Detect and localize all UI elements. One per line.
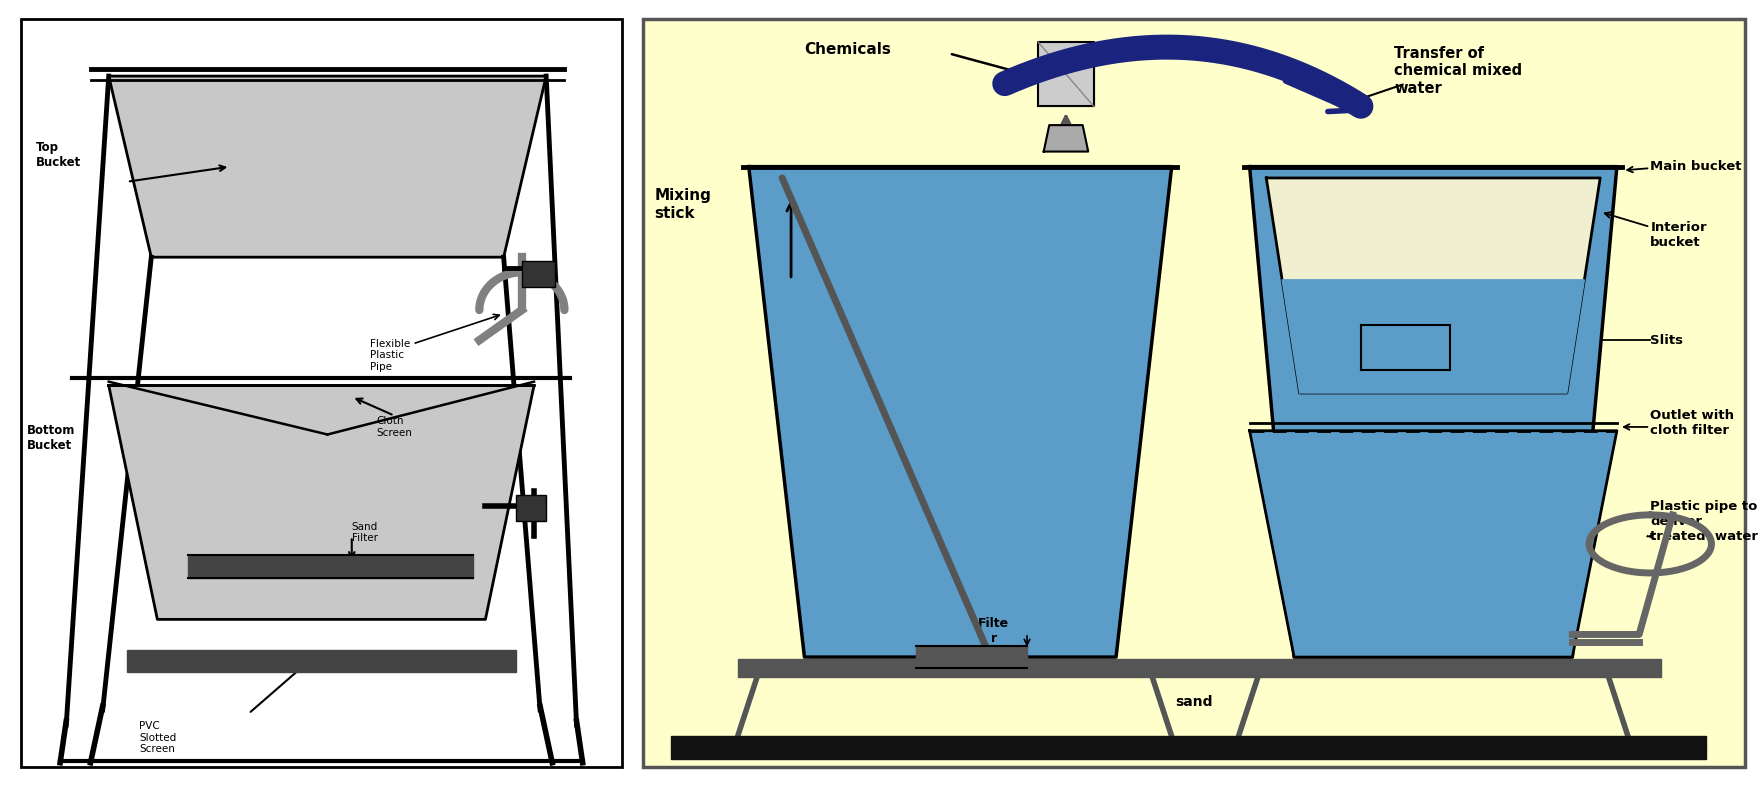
- Text: sand: sand: [1175, 696, 1213, 710]
- Text: Bottom
Bucket: Bottom Bucket: [26, 424, 76, 452]
- Polygon shape: [1044, 125, 1088, 152]
- Text: Mixing
stick: Mixing stick: [653, 188, 711, 221]
- Text: Cloth
Screen: Cloth Screen: [377, 416, 412, 438]
- Bar: [521, 261, 555, 288]
- Text: Plastic pipe to
deliver
treated  water: Plastic pipe to deliver treated water: [1650, 500, 1757, 543]
- Text: Chemicals: Chemicals: [805, 42, 891, 57]
- Text: Transfer of
chemical mixed
water: Transfer of chemical mixed water: [1395, 46, 1523, 96]
- Bar: [516, 495, 546, 521]
- Polygon shape: [916, 646, 1027, 668]
- Polygon shape: [109, 385, 534, 619]
- Text: Outlet with
cloth filter: Outlet with cloth filter: [1650, 410, 1735, 437]
- Text: Interior
bucket: Interior bucket: [1650, 221, 1706, 248]
- Text: Flexible
Plastic
Pipe: Flexible Plastic Pipe: [370, 339, 410, 372]
- Text: Slits: Slits: [1650, 334, 1684, 347]
- Polygon shape: [1039, 42, 1094, 106]
- Polygon shape: [1266, 178, 1601, 393]
- Text: PVC
Slotted
Screen: PVC Slotted Screen: [139, 722, 176, 755]
- Polygon shape: [109, 76, 546, 257]
- Polygon shape: [1282, 280, 1585, 393]
- Polygon shape: [671, 736, 1706, 759]
- Polygon shape: [738, 659, 1661, 678]
- Text: Main bucket: Main bucket: [1650, 160, 1742, 173]
- Polygon shape: [127, 649, 516, 672]
- Text: Top
Bucket: Top Bucket: [35, 141, 81, 169]
- Polygon shape: [1250, 167, 1617, 657]
- Text: Filte
r: Filte r: [977, 617, 1009, 645]
- Polygon shape: [748, 167, 1171, 657]
- Polygon shape: [1250, 431, 1617, 657]
- Text: Sand
Filter: Sand Filter: [352, 522, 379, 543]
- Polygon shape: [188, 555, 474, 578]
